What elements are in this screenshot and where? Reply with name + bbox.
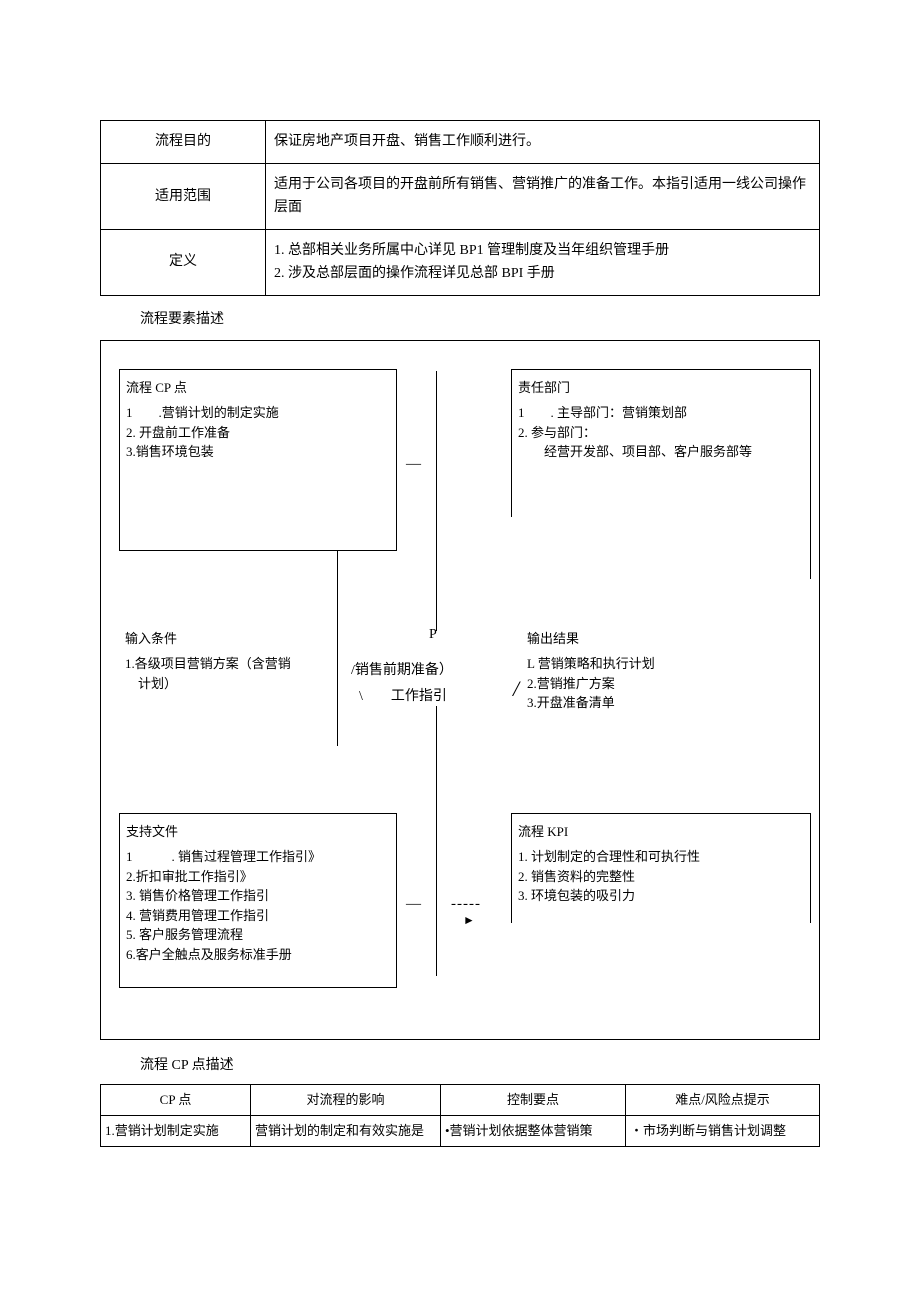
support-item: 1 . 销售过程管理工作指引》 bbox=[126, 847, 390, 867]
cp-points-item: 2. 开盘前工作准备 bbox=[126, 423, 390, 443]
support-item: 3. 销售价格管理工作指引 bbox=[126, 886, 390, 906]
responsible-item: 2. 参与部门： bbox=[518, 423, 804, 443]
header-row-purpose: 流程目的 保证房地产项目开盘、销售工作顺利进行。 bbox=[101, 121, 820, 164]
header-label-definition: 定义 bbox=[101, 230, 266, 296]
cp-points-item: 1 .营销计划的制定实施 bbox=[126, 403, 390, 423]
support-item: 2.折扣审批工作指引》 bbox=[126, 867, 390, 887]
cp-table-header-row: CP 点 对流程的影响 控制要点 难点/风险点提示 bbox=[101, 1084, 820, 1115]
connector-dash-top: — bbox=[406, 456, 421, 473]
connector-dashes: ----- bbox=[451, 896, 481, 913]
cp-th: 控制要点 bbox=[441, 1084, 626, 1115]
box-output: 输出结果 L 营销策略和执行计划 2.营销推广方案 3.开盘准备清单 bbox=[521, 621, 761, 721]
header-label-purpose: 流程目的 bbox=[101, 121, 266, 164]
cp-th: 对流程的影响 bbox=[251, 1084, 441, 1115]
kpi-title: 流程 KPI bbox=[518, 822, 804, 842]
kpi-item: 3. 环境包装的吸引力 bbox=[518, 886, 804, 906]
kpi-item: 1. 计划制定的合理性和可执行性 bbox=[518, 847, 804, 867]
arrow-right-icon: ► bbox=[463, 913, 475, 928]
header-row-scope: 适用范围 适用于公司各项目的开盘前所有销售、营销推广的准备工作。本指引适用一线公… bbox=[101, 164, 820, 230]
output-item: 2.营销推广方案 bbox=[527, 674, 755, 694]
input-title: 输入条件 bbox=[125, 629, 331, 649]
box-input: 输入条件 1.各级项目营销方案（含营销 计划） bbox=[119, 621, 337, 716]
cp-points-title: 流程 CP 点 bbox=[126, 378, 390, 398]
header-row-definition: 定义 1. 总部相关业务所属中心详见 BP1 管理制度及当年组织管理手册 2. … bbox=[101, 230, 820, 296]
support-title: 支持文件 bbox=[126, 822, 390, 842]
cp-table: CP 点 对流程的影响 控制要点 难点/风险点提示 1.营销计划制定实施 营销计… bbox=[100, 1084, 820, 1147]
elements-section-title: 流程要素描述 bbox=[100, 296, 820, 340]
cp-points-item: 3.销售环境包装 bbox=[126, 442, 390, 462]
connector-dash-bottom: — bbox=[406, 896, 421, 913]
process-diagram: 流程 CP 点 1 .营销计划的制定实施 2. 开盘前工作准备 3.销售环境包装… bbox=[100, 340, 820, 1040]
kpi-item: 2. 销售资料的完整性 bbox=[518, 867, 804, 887]
center-slash-right: / bbox=[513, 676, 519, 702]
support-item: 5. 客户服务管理流程 bbox=[126, 925, 390, 945]
cp-th: CP 点 bbox=[101, 1084, 251, 1115]
box-kpi: 流程 KPI 1. 计划制定的合理性和可执行性 2. 销售资料的完整性 3. 环… bbox=[511, 813, 811, 923]
output-item: 3.开盘准备清单 bbox=[527, 693, 755, 713]
header-content-purpose: 保证房地产项目开盘、销售工作顺利进行。 bbox=[266, 121, 820, 164]
cp-td: 营销计划的制定和有效实施是 bbox=[251, 1116, 441, 1147]
input-right-border bbox=[337, 551, 338, 746]
header-content-definition: 1. 总部相关业务所属中心详见 BP1 管理制度及当年组织管理手册 2. 涉及总… bbox=[266, 230, 820, 296]
box-support: 支持文件 1 . 销售过程管理工作指引》 2.折扣审批工作指引》 3. 销售价格… bbox=[119, 813, 397, 988]
center-line1: /销售前期准备） bbox=[351, 659, 481, 683]
output-title: 输出结果 bbox=[527, 629, 755, 649]
cp-th: 难点/风险点提示 bbox=[626, 1084, 820, 1115]
output-item: L 营销策略和执行计划 bbox=[527, 654, 755, 674]
cp-table-row: 1.营销计划制定实施 营销计划的制定和有效实施是 •营销计划依据整体营销策 ・市… bbox=[101, 1116, 820, 1147]
responsible-item: 经营开发部、项目部、客户服务部等 bbox=[518, 442, 804, 462]
header-label-scope: 适用范围 bbox=[101, 164, 266, 230]
center-vline-lower bbox=[436, 706, 437, 976]
cp-td: ・市场判断与销售计划调整 bbox=[626, 1116, 820, 1147]
center-vline-upper bbox=[436, 371, 437, 631]
cp-td: 1.营销计划制定实施 bbox=[101, 1116, 251, 1147]
responsible-right-border-extension bbox=[810, 369, 811, 579]
support-item: 4. 营销费用管理工作指引 bbox=[126, 906, 390, 926]
cp-td: •营销计划依据整体营销策 bbox=[441, 1116, 626, 1147]
responsible-title: 责任部门 bbox=[518, 378, 804, 398]
support-item: 6.客户全触点及服务标准手册 bbox=[126, 945, 390, 965]
box-responsible: 责任部门 1 . 主导部门：营销策划部 2. 参与部门： 经营开发部、项目部、客… bbox=[511, 369, 811, 517]
header-table: 流程目的 保证房地产项目开盘、销售工作顺利进行。 适用范围 适用于公司各项目的开… bbox=[100, 120, 820, 296]
cp-section-title: 流程 CP 点描述 bbox=[100, 1040, 820, 1084]
header-content-scope: 适用于公司各项目的开盘前所有销售、营销推广的准备工作。本指引适用一线公司操作层面 bbox=[266, 164, 820, 230]
input-item: 计划） bbox=[125, 674, 331, 694]
input-item: 1.各级项目营销方案（含营销 bbox=[125, 654, 331, 674]
box-cp-points: 流程 CP 点 1 .营销计划的制定实施 2. 开盘前工作准备 3.销售环境包装 bbox=[119, 369, 397, 551]
responsible-item: 1 . 主导部门：营销策划部 bbox=[518, 403, 804, 423]
center-line2: \ 工作指引 bbox=[359, 685, 509, 709]
